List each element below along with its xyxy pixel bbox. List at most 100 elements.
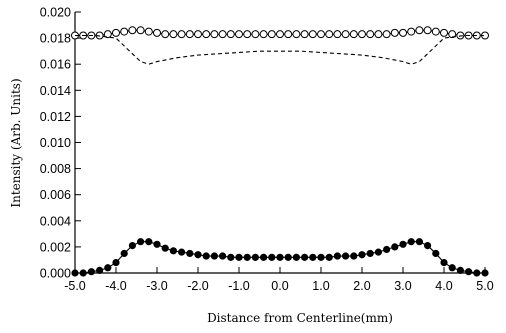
filled-data-point bbox=[128, 241, 136, 250]
open-data-point bbox=[136, 26, 145, 35]
filled-data-point bbox=[284, 253, 292, 261]
filled-data-point bbox=[391, 243, 399, 251]
open-data-point bbox=[440, 28, 448, 37]
open-data-point bbox=[112, 28, 120, 37]
open-data-point bbox=[276, 30, 284, 39]
open-data-point bbox=[374, 30, 383, 39]
open-data-point bbox=[358, 30, 366, 39]
series-open-circle-line bbox=[71, 26, 489, 40]
open-data-point bbox=[284, 30, 293, 39]
filled-data-point bbox=[342, 252, 350, 260]
x-tick-label: 5.0 bbox=[476, 279, 493, 293]
open-data-point bbox=[390, 28, 399, 37]
series-dashed-line bbox=[75, 34, 485, 65]
filled-data-point bbox=[333, 252, 341, 260]
open-data-point bbox=[399, 28, 407, 37]
y-tick-label: 0.010 bbox=[40, 136, 71, 150]
x-tick-label: 0.0 bbox=[271, 279, 288, 293]
x-tick-label: -2.0 bbox=[187, 279, 209, 293]
series-line bbox=[75, 34, 485, 65]
open-data-point bbox=[267, 30, 276, 39]
x-tick-label: -1.0 bbox=[228, 279, 250, 293]
open-data-point bbox=[120, 27, 129, 36]
open-data-point bbox=[259, 30, 268, 39]
x-tick-label: -5.0 bbox=[64, 279, 86, 293]
open-data-point bbox=[177, 30, 186, 39]
open-data-point bbox=[243, 30, 252, 39]
filled-data-point bbox=[456, 266, 464, 274]
open-data-point bbox=[103, 30, 112, 39]
y-tick-label: 0.016 bbox=[40, 58, 71, 72]
open-data-point bbox=[194, 30, 202, 39]
open-data-point bbox=[202, 30, 211, 39]
open-data-point bbox=[423, 26, 432, 35]
filled-data-point bbox=[366, 249, 374, 258]
x-tick-label: -3.0 bbox=[146, 279, 168, 293]
open-data-point bbox=[341, 30, 350, 39]
filled-data-point bbox=[374, 248, 382, 256]
filled-data-point bbox=[243, 253, 251, 261]
filled-data-point bbox=[137, 238, 145, 246]
filled-data-point bbox=[432, 249, 440, 258]
y-axis-title: Intensity (Arb. Units) bbox=[9, 78, 23, 207]
filled-data-point bbox=[96, 266, 104, 274]
y-tick-label: 0.008 bbox=[40, 162, 71, 176]
filled-data-point bbox=[465, 268, 473, 276]
y-tick-label: 0.018 bbox=[40, 32, 71, 46]
open-data-point bbox=[366, 30, 375, 39]
x-axis-ticks: -5.0 -4.0 -3.0 -2.0 -1.0 0.0 1.0 2.0 3.0 4.0 5.0 bbox=[64, 267, 494, 293]
filled-data-point bbox=[169, 247, 177, 255]
series-filled-circle-line bbox=[71, 238, 489, 277]
filled-data-point bbox=[415, 238, 423, 246]
open-data-point bbox=[382, 30, 391, 39]
y-tick-label: 0.020 bbox=[40, 6, 71, 20]
filled-data-point bbox=[202, 252, 210, 260]
open-data-point bbox=[144, 27, 153, 36]
open-data-point bbox=[415, 26, 424, 35]
y-tick-label: 0.004 bbox=[40, 214, 71, 228]
filled-data-point bbox=[210, 252, 218, 260]
y-axis-ticks: 0.000 0.002 0.004 0.006 0.008 0.010 0.012 0.014… bbox=[40, 6, 81, 281]
open-data-point bbox=[153, 28, 161, 37]
filled-data-point bbox=[235, 253, 243, 261]
open-data-point bbox=[333, 30, 342, 39]
filled-data-point bbox=[358, 251, 366, 259]
x-tick-label: 3.0 bbox=[394, 279, 411, 293]
open-data-point bbox=[226, 30, 235, 39]
filled-data-point bbox=[260, 253, 268, 261]
y-tick-label: 0.002 bbox=[40, 240, 71, 254]
x-tick-label: 2.0 bbox=[353, 279, 370, 293]
open-data-point bbox=[308, 30, 317, 39]
filled-data-point bbox=[79, 269, 87, 277]
open-data-point bbox=[210, 30, 219, 39]
filled-data-point bbox=[87, 268, 96, 276]
open-data-point bbox=[431, 27, 440, 36]
filled-data-point bbox=[350, 252, 358, 260]
series-layer bbox=[71, 26, 489, 277]
filled-data-point bbox=[309, 253, 317, 261]
filled-data-point bbox=[251, 253, 259, 261]
open-data-point bbox=[325, 30, 334, 39]
y-tick-label: 0.012 bbox=[40, 110, 71, 124]
filled-data-point bbox=[219, 252, 227, 260]
filled-data-point bbox=[440, 258, 448, 267]
filled-data-point bbox=[194, 251, 202, 259]
x-tick-label: -4.0 bbox=[105, 279, 127, 293]
filled-data-point bbox=[317, 253, 325, 261]
open-data-point bbox=[161, 30, 170, 39]
filled-data-point bbox=[227, 253, 235, 261]
y-tick-label: 0.000 bbox=[40, 267, 71, 281]
open-data-point bbox=[235, 30, 243, 39]
filled-data-point bbox=[448, 264, 456, 272]
filled-data-point bbox=[161, 244, 169, 252]
open-data-point bbox=[128, 26, 137, 35]
open-data-point bbox=[292, 30, 301, 39]
filled-data-point bbox=[424, 241, 432, 250]
filled-data-point bbox=[325, 253, 333, 261]
filled-data-point bbox=[104, 264, 112, 272]
filled-data-point bbox=[292, 253, 300, 261]
filled-data-point bbox=[186, 249, 194, 258]
filled-data-point bbox=[481, 269, 489, 277]
filled-data-point bbox=[407, 238, 415, 246]
open-data-point bbox=[349, 30, 358, 39]
